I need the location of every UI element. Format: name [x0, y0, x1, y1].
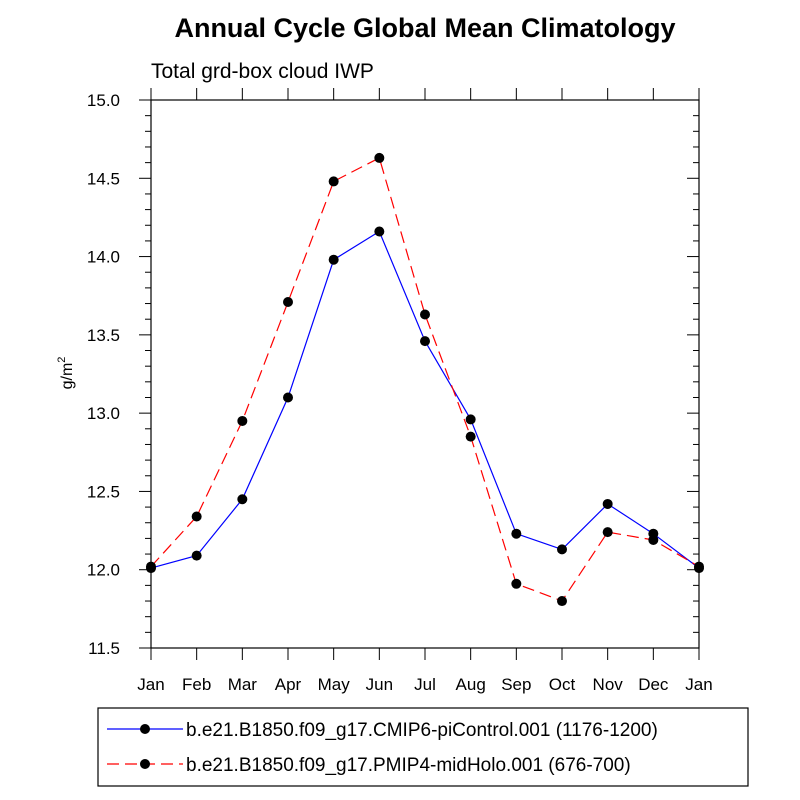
series-0-point — [191, 550, 202, 561]
legend-box — [97, 707, 749, 787]
series-0-point — [511, 528, 522, 539]
svg-text:g/m2: g/m2 — [56, 357, 76, 390]
series-0-line — [150, 230, 700, 569]
series-0-point — [602, 498, 613, 509]
y-tick-label: 14.0 — [87, 248, 120, 267]
y-tick-label: 12.0 — [87, 561, 120, 580]
x-tick-label: Aug — [456, 675, 486, 694]
series-0-point — [328, 254, 339, 265]
y-tick-labels: 11.5 12.0 12.5 13.0 13.5 14.0 14.5 15.0 — [87, 91, 120, 658]
legend-label-1: b.e21.B1850.f09_g17.PMIP4-midHolo.001 (6… — [186, 755, 631, 776]
x-tick-label: Jan — [137, 675, 164, 694]
series-0-point — [374, 226, 385, 237]
series-1-point — [237, 415, 248, 426]
x-tick-labels: Jan Feb Mar Apr May Jun Jul Aug Sep Oct Nov Dec Jan — [137, 675, 712, 694]
series-1-point — [602, 527, 613, 538]
legend-marker-0 — [140, 724, 150, 734]
y-axis-label-superscript: 2 — [56, 357, 68, 363]
x-tick-label: Dec — [638, 675, 669, 694]
y-tick-label: 12.5 — [87, 482, 120, 501]
x-tick-label: Oct — [549, 675, 576, 694]
x-tick-label: Apr — [275, 675, 302, 694]
series-1-point — [328, 176, 339, 187]
series-0-point — [465, 414, 476, 425]
series-1-point — [694, 561, 704, 572]
series-0-point — [420, 336, 430, 347]
plot-area-frame — [150, 99, 700, 649]
series-1-point — [146, 561, 156, 572]
x-tick-label: Feb — [182, 675, 211, 694]
y-axis-label-text: g/m — [59, 363, 76, 390]
chart-subtitle: Total grd-box cloud IWP — [151, 60, 374, 83]
series-1-point — [374, 152, 385, 163]
y-axis-label: g/m2 — [56, 357, 76, 390]
series-1-point — [648, 534, 659, 545]
x-tick-label: Jan — [685, 675, 712, 694]
series-1-point — [557, 596, 567, 607]
series-1-point — [420, 309, 430, 320]
legend: b.e21.B1850.f09_g17.CMIP6-piControl.001 … — [107, 720, 658, 776]
y-tick-label: 14.5 — [87, 169, 120, 188]
y-tick-label: 15.0 — [87, 91, 120, 110]
x-tick-label: Sep — [501, 675, 531, 694]
x-tick-label: Jul — [414, 675, 436, 694]
series-0-point — [557, 544, 567, 555]
y-tick-label: 13.0 — [87, 404, 120, 423]
series-1-point — [283, 296, 293, 307]
x-tick-label: Nov — [593, 675, 624, 694]
legend-label-0: b.e21.B1850.f09_g17.CMIP6-piControl.001 … — [186, 720, 658, 741]
x-tick-label: Mar — [228, 675, 258, 694]
x-tick-label: Jun — [366, 675, 393, 694]
series-1-point — [465, 431, 476, 442]
chart-title: Annual Cycle Global Mean Climatology — [174, 13, 675, 43]
x-tick-label: May — [318, 675, 351, 694]
legend-marker-1 — [140, 759, 150, 769]
series-1-point — [511, 578, 522, 589]
series-0-point — [237, 494, 248, 505]
y-tick-label: 11.5 — [88, 639, 120, 658]
series-1-point — [191, 511, 202, 522]
series-group — [146, 152, 704, 607]
series-1-line — [150, 157, 700, 602]
axis-ticks — [139, 88, 700, 660]
y-tick-label: 13.5 — [87, 326, 120, 345]
series-0-point — [283, 392, 293, 403]
